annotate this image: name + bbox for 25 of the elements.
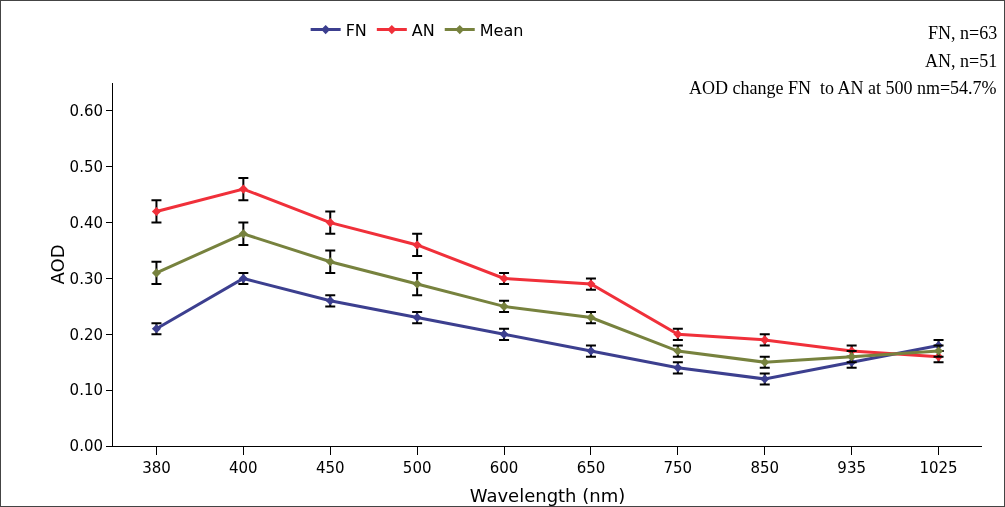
x-tick-label: 600: [489, 459, 519, 477]
x-tick-label: 400: [229, 459, 258, 477]
y-tick-label: 0.20: [69, 325, 103, 344]
x-tick-label: 935: [837, 459, 866, 477]
x-tick-label: 500: [402, 459, 432, 477]
y-tick-label: 0.60: [69, 102, 103, 121]
legend-label: Mean: [479, 20, 524, 40]
legend-label: FN: [345, 20, 367, 40]
text: FN, n=63: [928, 23, 998, 43]
y-tick-label: 0.10: [69, 381, 103, 400]
y-axis-title: AOD: [46, 244, 68, 285]
x-tick-label: 750: [663, 459, 693, 477]
y-tick-label: 0.00: [69, 437, 103, 456]
x-tick-label: 450: [315, 459, 345, 477]
x-tick-label: 850: [750, 459, 780, 477]
x-tick-label: 650: [576, 459, 606, 477]
text: AN, n=51: [925, 51, 998, 71]
x-tick-label: 1025: [919, 459, 958, 477]
x-axis-title: Wavelength (nm): [469, 485, 626, 506]
annotation: AOD change FN to AN at 500 nm=54.7%: [689, 78, 997, 98]
y-tick-label: 0.40: [69, 213, 103, 232]
x-tick-label: 380: [142, 459, 171, 477]
y-tick-label: 0.50: [69, 158, 103, 177]
legend-label: AN: [411, 20, 435, 40]
y-tick-label: 0.30: [69, 269, 103, 288]
